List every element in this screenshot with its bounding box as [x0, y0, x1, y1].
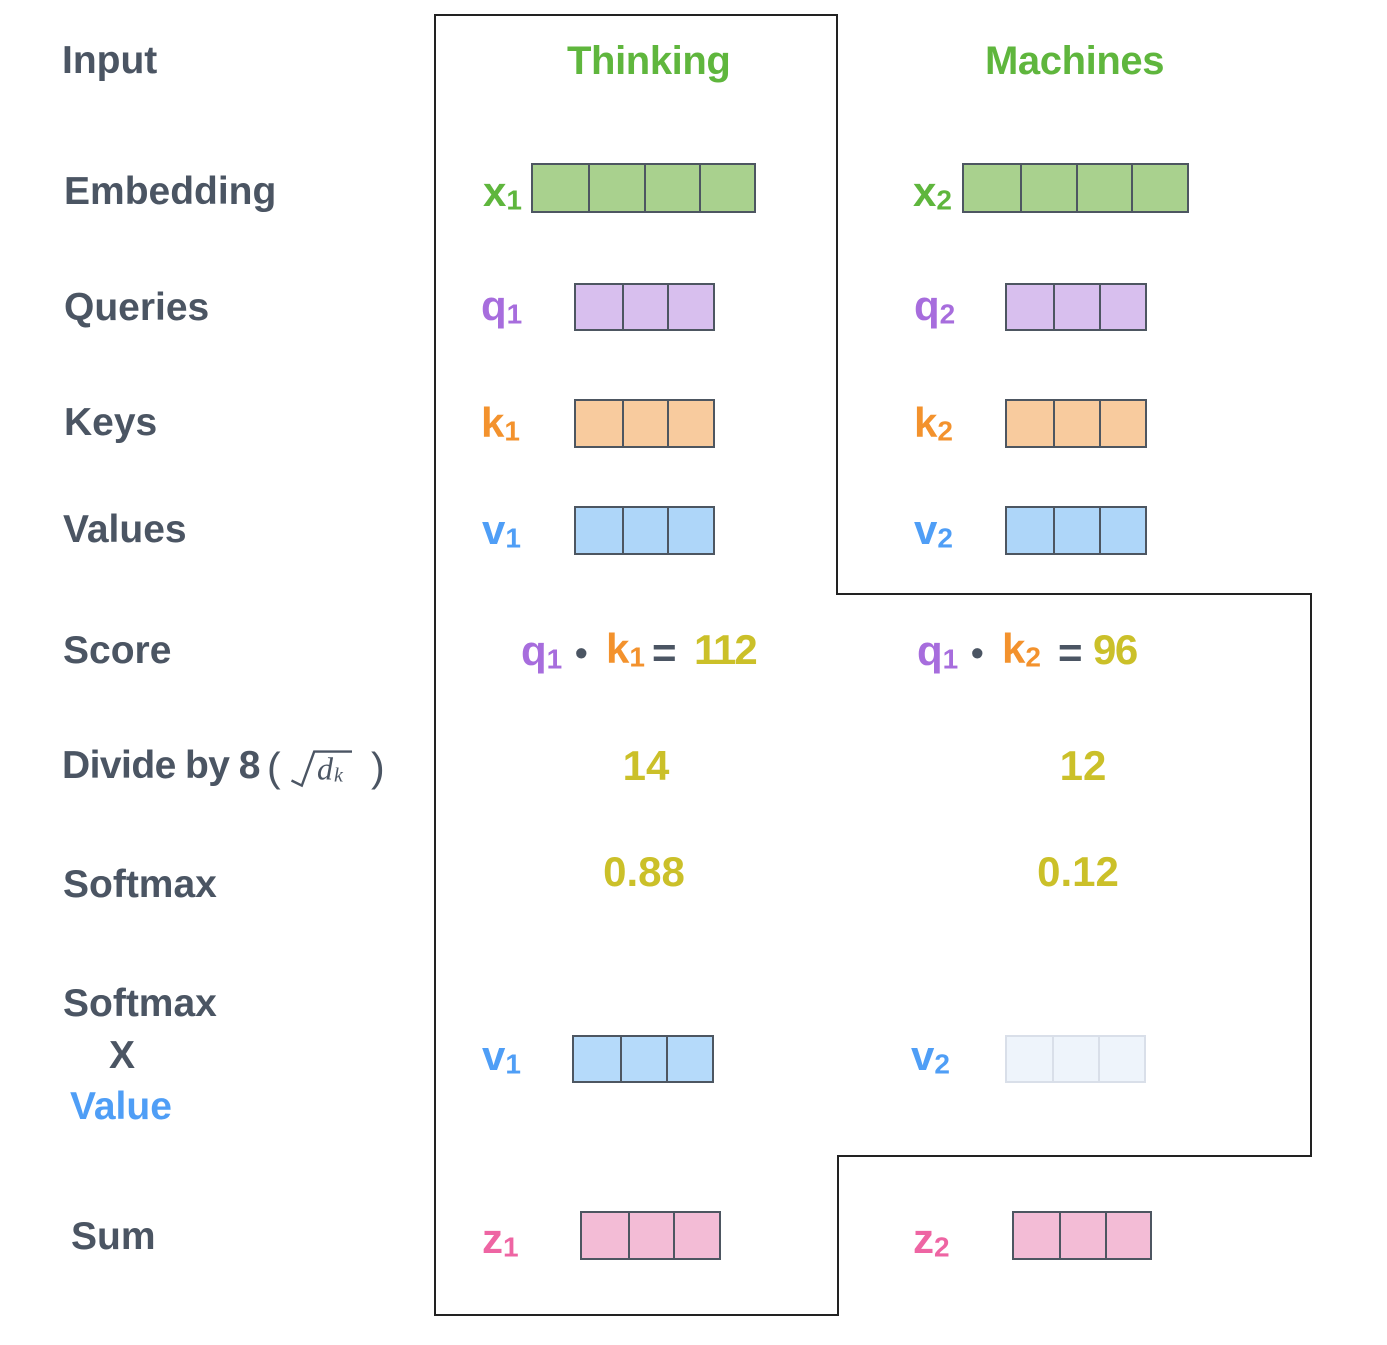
svg-text:k: k — [334, 765, 344, 787]
svg-text:d: d — [317, 750, 334, 786]
